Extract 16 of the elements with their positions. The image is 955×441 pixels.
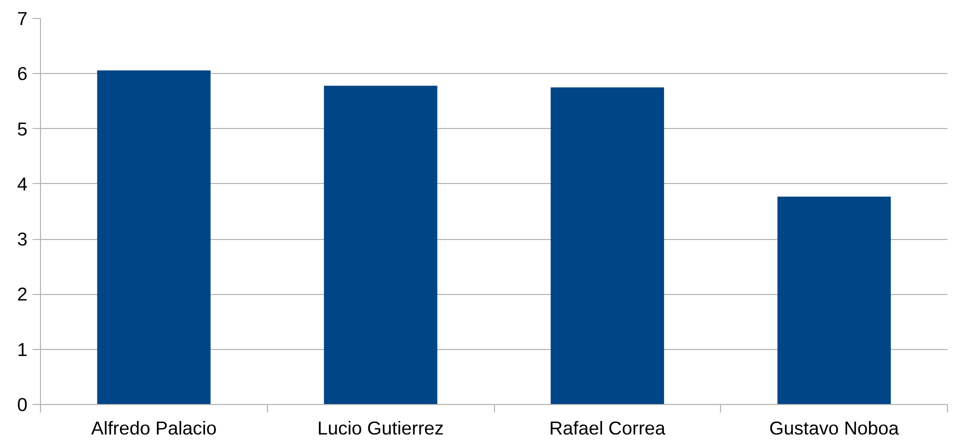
x-tick-label: Alfredo Palacio	[91, 418, 217, 438]
bar	[324, 86, 438, 404]
y-tick-label: 7	[17, 8, 28, 29]
y-tick-label: 5	[17, 118, 28, 140]
x-tick-label: Rafael Correa	[549, 418, 666, 438]
bar	[777, 196, 891, 404]
y-tick-label: 3	[17, 228, 28, 250]
y-tick-label: 2	[17, 284, 28, 305]
y-tick-label: 6	[17, 63, 28, 84]
y-tick-label: 4	[17, 173, 28, 194]
x-tick-label: Gustavo Noboa	[769, 418, 900, 438]
x-tick-label: Lucio Gutierrez	[317, 418, 444, 438]
bar	[97, 70, 211, 404]
y-tick-label: 1	[17, 338, 28, 360]
y-tick-label: 0	[17, 394, 28, 415]
bar	[550, 87, 664, 404]
